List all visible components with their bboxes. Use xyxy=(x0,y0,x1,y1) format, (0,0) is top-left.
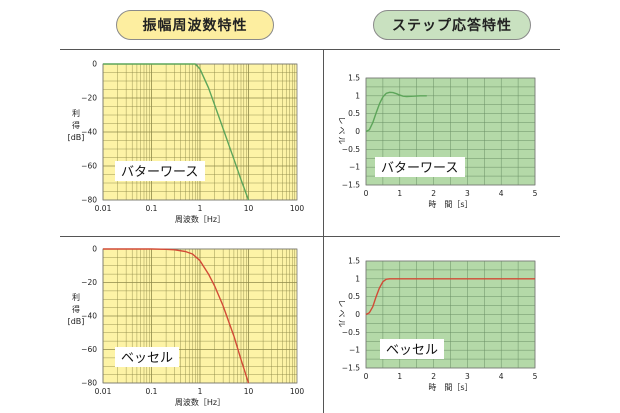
freq-butterworth-x-tick-label: 0.01 xyxy=(95,204,112,213)
freq-bessel-x-tick-label: 0.01 xyxy=(95,387,112,396)
step-butterworth-x-tick-label: 4 xyxy=(499,189,504,198)
freq-butterworth-x-tick-label: 0.1 xyxy=(146,204,158,213)
step-butterworth-x-tick-label: 1 xyxy=(397,189,402,198)
step-butterworth-y-axis-label: レベル xyxy=(337,117,346,147)
freq-butterworth-y-tick-label: −40 xyxy=(81,128,97,137)
step-bessel-y-axis-label: レベル xyxy=(337,300,346,330)
freq-butterworth-filter-label-box xyxy=(115,161,205,181)
step-butterworth-x-tick-label: 5 xyxy=(533,189,538,198)
amplitude-frequency-header-text: 振幅周波数特性 xyxy=(142,18,248,34)
step-butterworth-y-tick-label: −1 xyxy=(349,163,360,172)
freq-butterworth-y-axis-label: 得 xyxy=(72,120,80,130)
step-butterworth-x-tick-label: 3 xyxy=(465,189,470,198)
freq-butterworth-x-tick-label: 10 xyxy=(244,204,254,213)
freq-bessel-filter-label: ベッセル xyxy=(121,351,173,366)
freq-bessel-y-tick-label: −20 xyxy=(81,278,97,287)
step-response-header: ステップ応答特性 xyxy=(373,10,531,40)
step-bessel-series-line xyxy=(365,278,535,316)
step-butterworth-y-tick-label: −1.5 xyxy=(342,181,360,190)
step-butterworth-y-tick-label: 0 xyxy=(355,127,360,136)
amplitude-frequency-header: 振幅周波数特性 xyxy=(116,10,274,40)
freq-butterworth-x-tick-label: 1 xyxy=(198,204,203,213)
freq-bessel-frame xyxy=(102,248,298,384)
freq-butterworth-y-axis-label: 利 xyxy=(72,108,80,118)
freq-bessel-x-tick-label: 0.1 xyxy=(146,387,158,396)
freq-bessel-x-tick-label: 100 xyxy=(290,387,305,396)
step-bessel-y-tick-label: −1.5 xyxy=(342,364,360,373)
freq-bessel-y-tick-label: −60 xyxy=(81,345,97,354)
step-bessel-y-tick-label: −0.5 xyxy=(342,328,360,337)
freq-butterworth-frame xyxy=(102,63,298,201)
step-bessel-y-tick-label: 1 xyxy=(355,274,360,283)
freq-butterworth-x-tick-label: 100 xyxy=(290,204,305,213)
freq-butterworth-filter-label: バターワース xyxy=(121,165,198,180)
step-bessel-y-tick-label: −1 xyxy=(349,346,360,355)
step-bessel-y-tick-label: 1.5 xyxy=(348,257,360,266)
freq-butterworth-y-tick-label: −80 xyxy=(81,196,97,205)
step-bessel-x-tick-label: 0 xyxy=(364,372,369,381)
freq-bessel-x-tick-label: 10 xyxy=(244,387,254,396)
step-bessel-x-tick-label: 2 xyxy=(431,372,436,381)
vertical-divider xyxy=(323,49,324,413)
freq-bessel-series-line xyxy=(103,248,250,384)
freq-bessel-y-tick-label: −80 xyxy=(81,379,97,388)
freq-butterworth-y-tick-label: −20 xyxy=(81,94,97,103)
freq-bessel-y-axis-label: 利 xyxy=(72,292,80,302)
freq-bessel-y-tick-label: 0 xyxy=(92,245,97,254)
freq-bessel-filter-label-box xyxy=(115,347,179,367)
step-bessel-filter-label: ベッセル xyxy=(386,343,438,358)
freq-butterworth-y-axis-label: [dB] xyxy=(68,133,85,142)
freq-bessel-y-axis-label: [dB] xyxy=(68,317,85,326)
step-butterworth-x-axis-label: 時 間［s］ xyxy=(428,200,472,209)
freq-butterworth-y-tick-label: 0 xyxy=(92,60,97,69)
step-butterworth-y-tick-label: 0.5 xyxy=(348,109,360,118)
freq-butterworth-x-axis-label: 周波数［Hz］ xyxy=(175,214,225,224)
step-butterworth-x-tick-label: 2 xyxy=(431,189,436,198)
step-bessel-x-tick-label: 5 xyxy=(533,372,538,381)
step-bessel-y-tick-label: 0 xyxy=(355,310,360,319)
freq-bessel-x-tick-label: 1 xyxy=(198,387,203,396)
top-divider xyxy=(60,49,560,50)
step-butterworth-series-line xyxy=(365,91,427,133)
middle-divider xyxy=(60,236,560,237)
freq-bessel-x-axis-label: 周波数［Hz］ xyxy=(175,397,225,407)
step-bessel-y-tick-label: 0.5 xyxy=(348,292,360,301)
step-bessel-filter-label-box xyxy=(380,339,444,359)
step-response-header-text: ステップ応答特性 xyxy=(392,18,512,34)
step-butterworth-x-tick-label: 0 xyxy=(364,189,369,198)
freq-butterworth-y-tick-label: −60 xyxy=(81,162,97,171)
step-bessel-x-tick-label: 4 xyxy=(499,372,504,381)
step-bessel-x-tick-label: 3 xyxy=(465,372,470,381)
freq-bessel-y-tick-label: −40 xyxy=(81,312,97,321)
step-bessel-x-tick-label: 1 xyxy=(397,372,402,381)
step-butterworth-y-tick-label: 1.5 xyxy=(348,74,360,83)
step-butterworth-filter-label: バターワース xyxy=(381,161,458,176)
step-butterworth-filter-label-box xyxy=(375,157,465,177)
freq-bessel-y-axis-label: 得 xyxy=(72,304,80,314)
step-butterworth-y-tick-label: 1 xyxy=(355,91,360,100)
step-bessel-x-axis-label: 時 間［s］ xyxy=(428,383,472,392)
step-butterworth-y-tick-label: −0.5 xyxy=(342,145,360,154)
freq-butterworth-series-line xyxy=(103,63,250,201)
